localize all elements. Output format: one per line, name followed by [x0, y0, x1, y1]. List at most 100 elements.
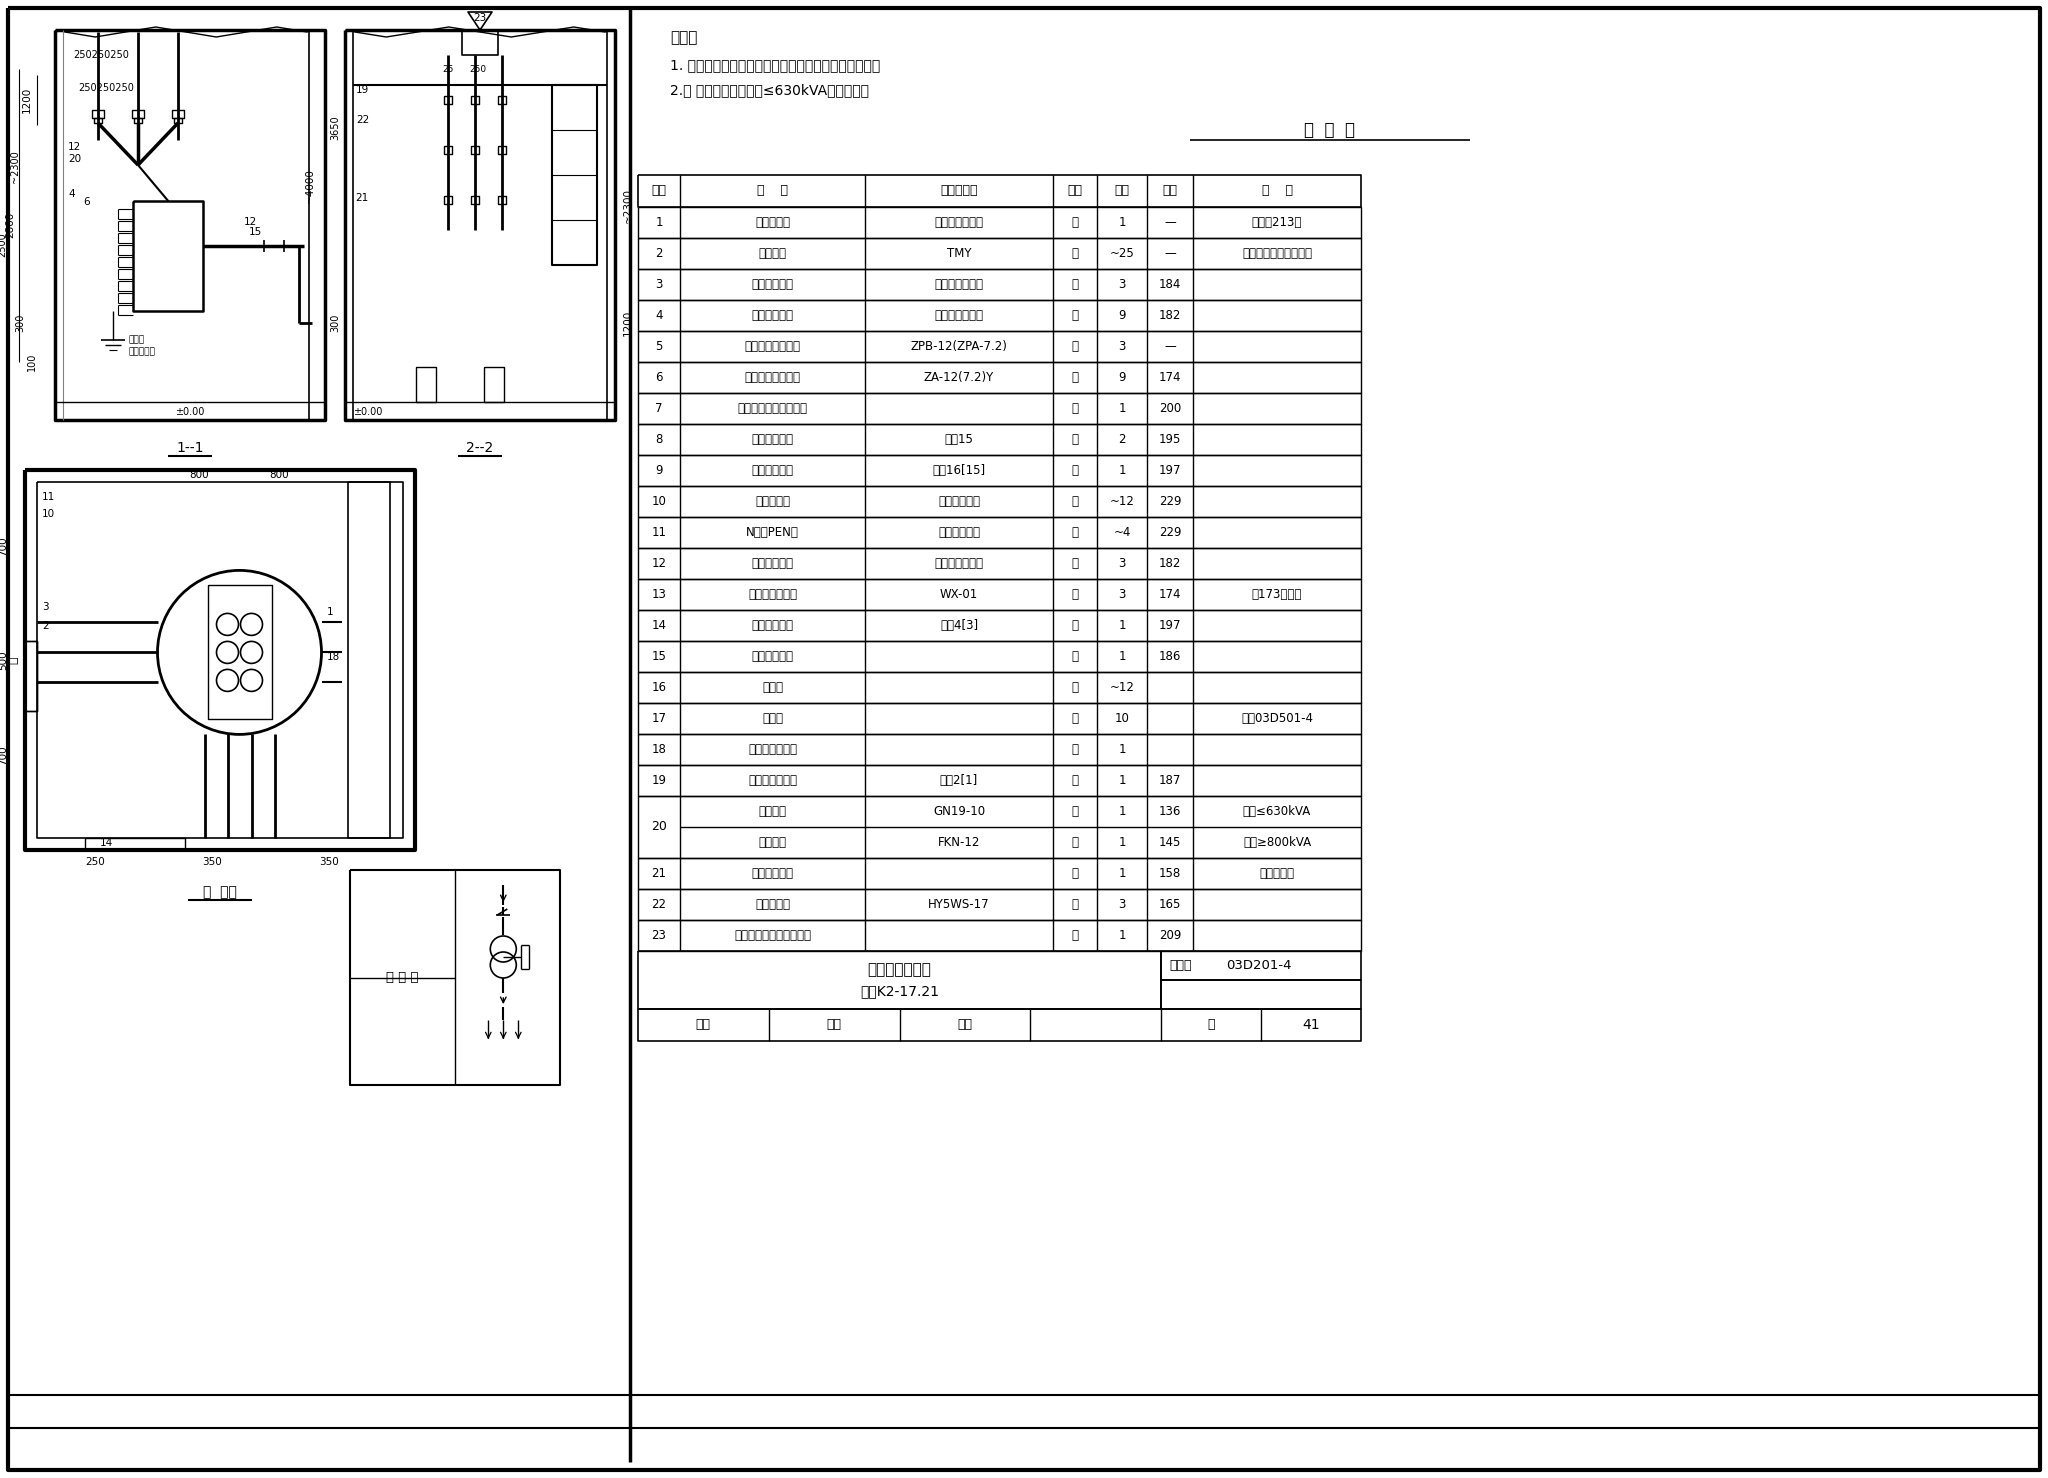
Text: 高压母线支架: 高压母线支架	[752, 464, 793, 477]
Text: 22: 22	[651, 899, 666, 910]
Text: 3650: 3650	[330, 115, 340, 140]
Text: 隔离开关: 隔离开关	[758, 806, 786, 817]
Text: 台: 台	[1071, 837, 1079, 848]
Text: 名    称: 名 称	[758, 185, 788, 198]
Text: 付: 付	[1071, 557, 1079, 571]
Text: 手力操动机构: 手力操动机构	[752, 868, 793, 879]
Text: ~4000: ~4000	[305, 168, 315, 204]
Text: 用于≥800kVA: 用于≥800kVA	[1243, 837, 1311, 848]
Text: 米: 米	[1071, 526, 1079, 539]
Text: ~12: ~12	[1110, 495, 1135, 508]
Text: 20: 20	[651, 820, 668, 834]
Text: 1: 1	[1118, 930, 1126, 941]
Text: 19: 19	[651, 774, 666, 786]
Text: 11: 11	[43, 492, 55, 503]
Text: 1: 1	[1118, 619, 1126, 633]
Text: 接地线: 接地线	[129, 336, 145, 344]
Text: 台: 台	[1071, 216, 1079, 229]
Text: 米: 米	[1071, 681, 1079, 695]
Text: 套: 套	[1071, 619, 1079, 633]
Text: 按母线截面确定: 按母线截面确定	[934, 309, 983, 322]
Text: 250250250: 250250250	[74, 50, 129, 61]
Text: 序号: 序号	[651, 185, 666, 198]
Text: 2500: 2500	[0, 232, 6, 257]
Text: 12: 12	[244, 217, 258, 228]
Text: 固定钩: 固定钩	[762, 712, 782, 726]
Text: 个: 个	[1071, 712, 1079, 726]
Text: 台: 台	[1071, 806, 1079, 817]
Text: 型号及规格: 型号及规格	[940, 185, 977, 198]
Text: 9: 9	[655, 464, 664, 477]
Text: 182: 182	[1159, 309, 1182, 322]
Text: GN19-10: GN19-10	[934, 806, 985, 817]
Text: 单位: 单位	[1067, 185, 1083, 198]
Text: 11: 11	[651, 526, 666, 539]
Text: 高压母线: 高压母线	[758, 247, 786, 260]
Text: 15: 15	[250, 228, 262, 236]
Text: 1: 1	[1118, 743, 1126, 757]
Text: 低压母线支架: 低压母线支架	[752, 619, 793, 633]
Text: 个: 个	[1071, 899, 1079, 910]
Text: —: —	[1163, 216, 1176, 229]
Text: 明  细  表: 明 细 表	[1305, 121, 1356, 139]
Text: 个: 个	[1071, 340, 1079, 353]
Text: 设计: 设计	[956, 1018, 973, 1032]
Text: 个: 个	[1071, 588, 1079, 602]
Text: 20: 20	[68, 154, 82, 164]
Text: 方案K2-17.21: 方案K2-17.21	[860, 984, 938, 999]
Text: TMY: TMY	[946, 247, 971, 260]
Text: 2: 2	[655, 247, 664, 260]
Text: 500: 500	[0, 650, 8, 670]
Text: 4: 4	[68, 189, 74, 200]
Text: ±0.00: ±0.00	[352, 406, 383, 417]
Text: 9: 9	[1118, 371, 1126, 384]
Text: 12: 12	[651, 557, 666, 571]
Text: 高压母线夹具: 高压母线夹具	[752, 309, 793, 322]
Text: 备    注: 备 注	[1262, 185, 1292, 198]
Text: 1. 侧墙上低压母线出线孔的平面位置由工程设计确定。: 1. 侧墙上低压母线出线孔的平面位置由工程设计确定。	[670, 58, 881, 72]
Text: FKN-12: FKN-12	[938, 837, 981, 848]
Text: 校对: 校对	[827, 1018, 842, 1032]
Text: 由工程设计确定: 由工程设计确定	[934, 216, 983, 229]
Text: 规格按变压器容量确定: 规格按变压器容量确定	[1241, 247, 1313, 260]
Text: 低压相母线: 低压相母线	[756, 495, 791, 508]
Text: 1: 1	[1118, 868, 1126, 879]
Text: 10: 10	[651, 495, 666, 508]
Text: 接地线: 接地线	[762, 681, 782, 695]
Text: ZPB-12(ZPA-7.2): ZPB-12(ZPA-7.2)	[911, 340, 1008, 353]
Text: 3: 3	[655, 278, 664, 291]
Text: 户外式支柱绝缘子: 户外式支柱绝缘子	[745, 340, 801, 353]
Text: 700: 700	[0, 745, 8, 764]
Text: 800: 800	[190, 470, 209, 480]
Text: 至接地装置: 至接地装置	[129, 347, 156, 356]
Text: ~12: ~12	[1110, 681, 1135, 695]
Text: 186: 186	[1159, 650, 1182, 664]
Text: 高压避雷器: 高压避雷器	[756, 899, 791, 910]
Text: 个: 个	[1071, 743, 1079, 757]
Text: 2--2: 2--2	[467, 440, 494, 455]
Text: 按173页装配: 按173页装配	[1251, 588, 1303, 602]
Text: 145: 145	[1159, 837, 1182, 848]
Text: 3: 3	[43, 603, 49, 612]
Text: 数量: 数量	[1114, 185, 1130, 198]
Text: 高压母线夹具: 高压母线夹具	[752, 278, 793, 291]
Text: ±0.00: ±0.00	[176, 406, 205, 417]
Text: 100: 100	[27, 352, 37, 371]
Text: 审核: 审核	[696, 1018, 711, 1032]
Text: 1: 1	[326, 607, 334, 618]
Text: 1200: 1200	[623, 309, 633, 336]
Text: 4: 4	[655, 309, 664, 322]
Text: 户内式支柱绝缘子: 户内式支柱绝缘子	[745, 371, 801, 384]
Text: 300: 300	[330, 313, 340, 331]
Text: 3: 3	[1118, 340, 1126, 353]
Text: 2: 2	[1118, 433, 1126, 446]
Text: 1200: 1200	[23, 87, 33, 114]
Text: 300: 300	[14, 313, 25, 331]
Text: 参见03D501-4: 参见03D501-4	[1241, 712, 1313, 726]
Text: 200: 200	[1159, 402, 1182, 415]
Text: 米: 米	[1071, 495, 1079, 508]
Text: ~25: ~25	[1110, 247, 1135, 260]
Text: 2800: 2800	[4, 211, 14, 238]
Text: —: —	[1163, 340, 1176, 353]
Text: 229: 229	[1159, 526, 1182, 539]
